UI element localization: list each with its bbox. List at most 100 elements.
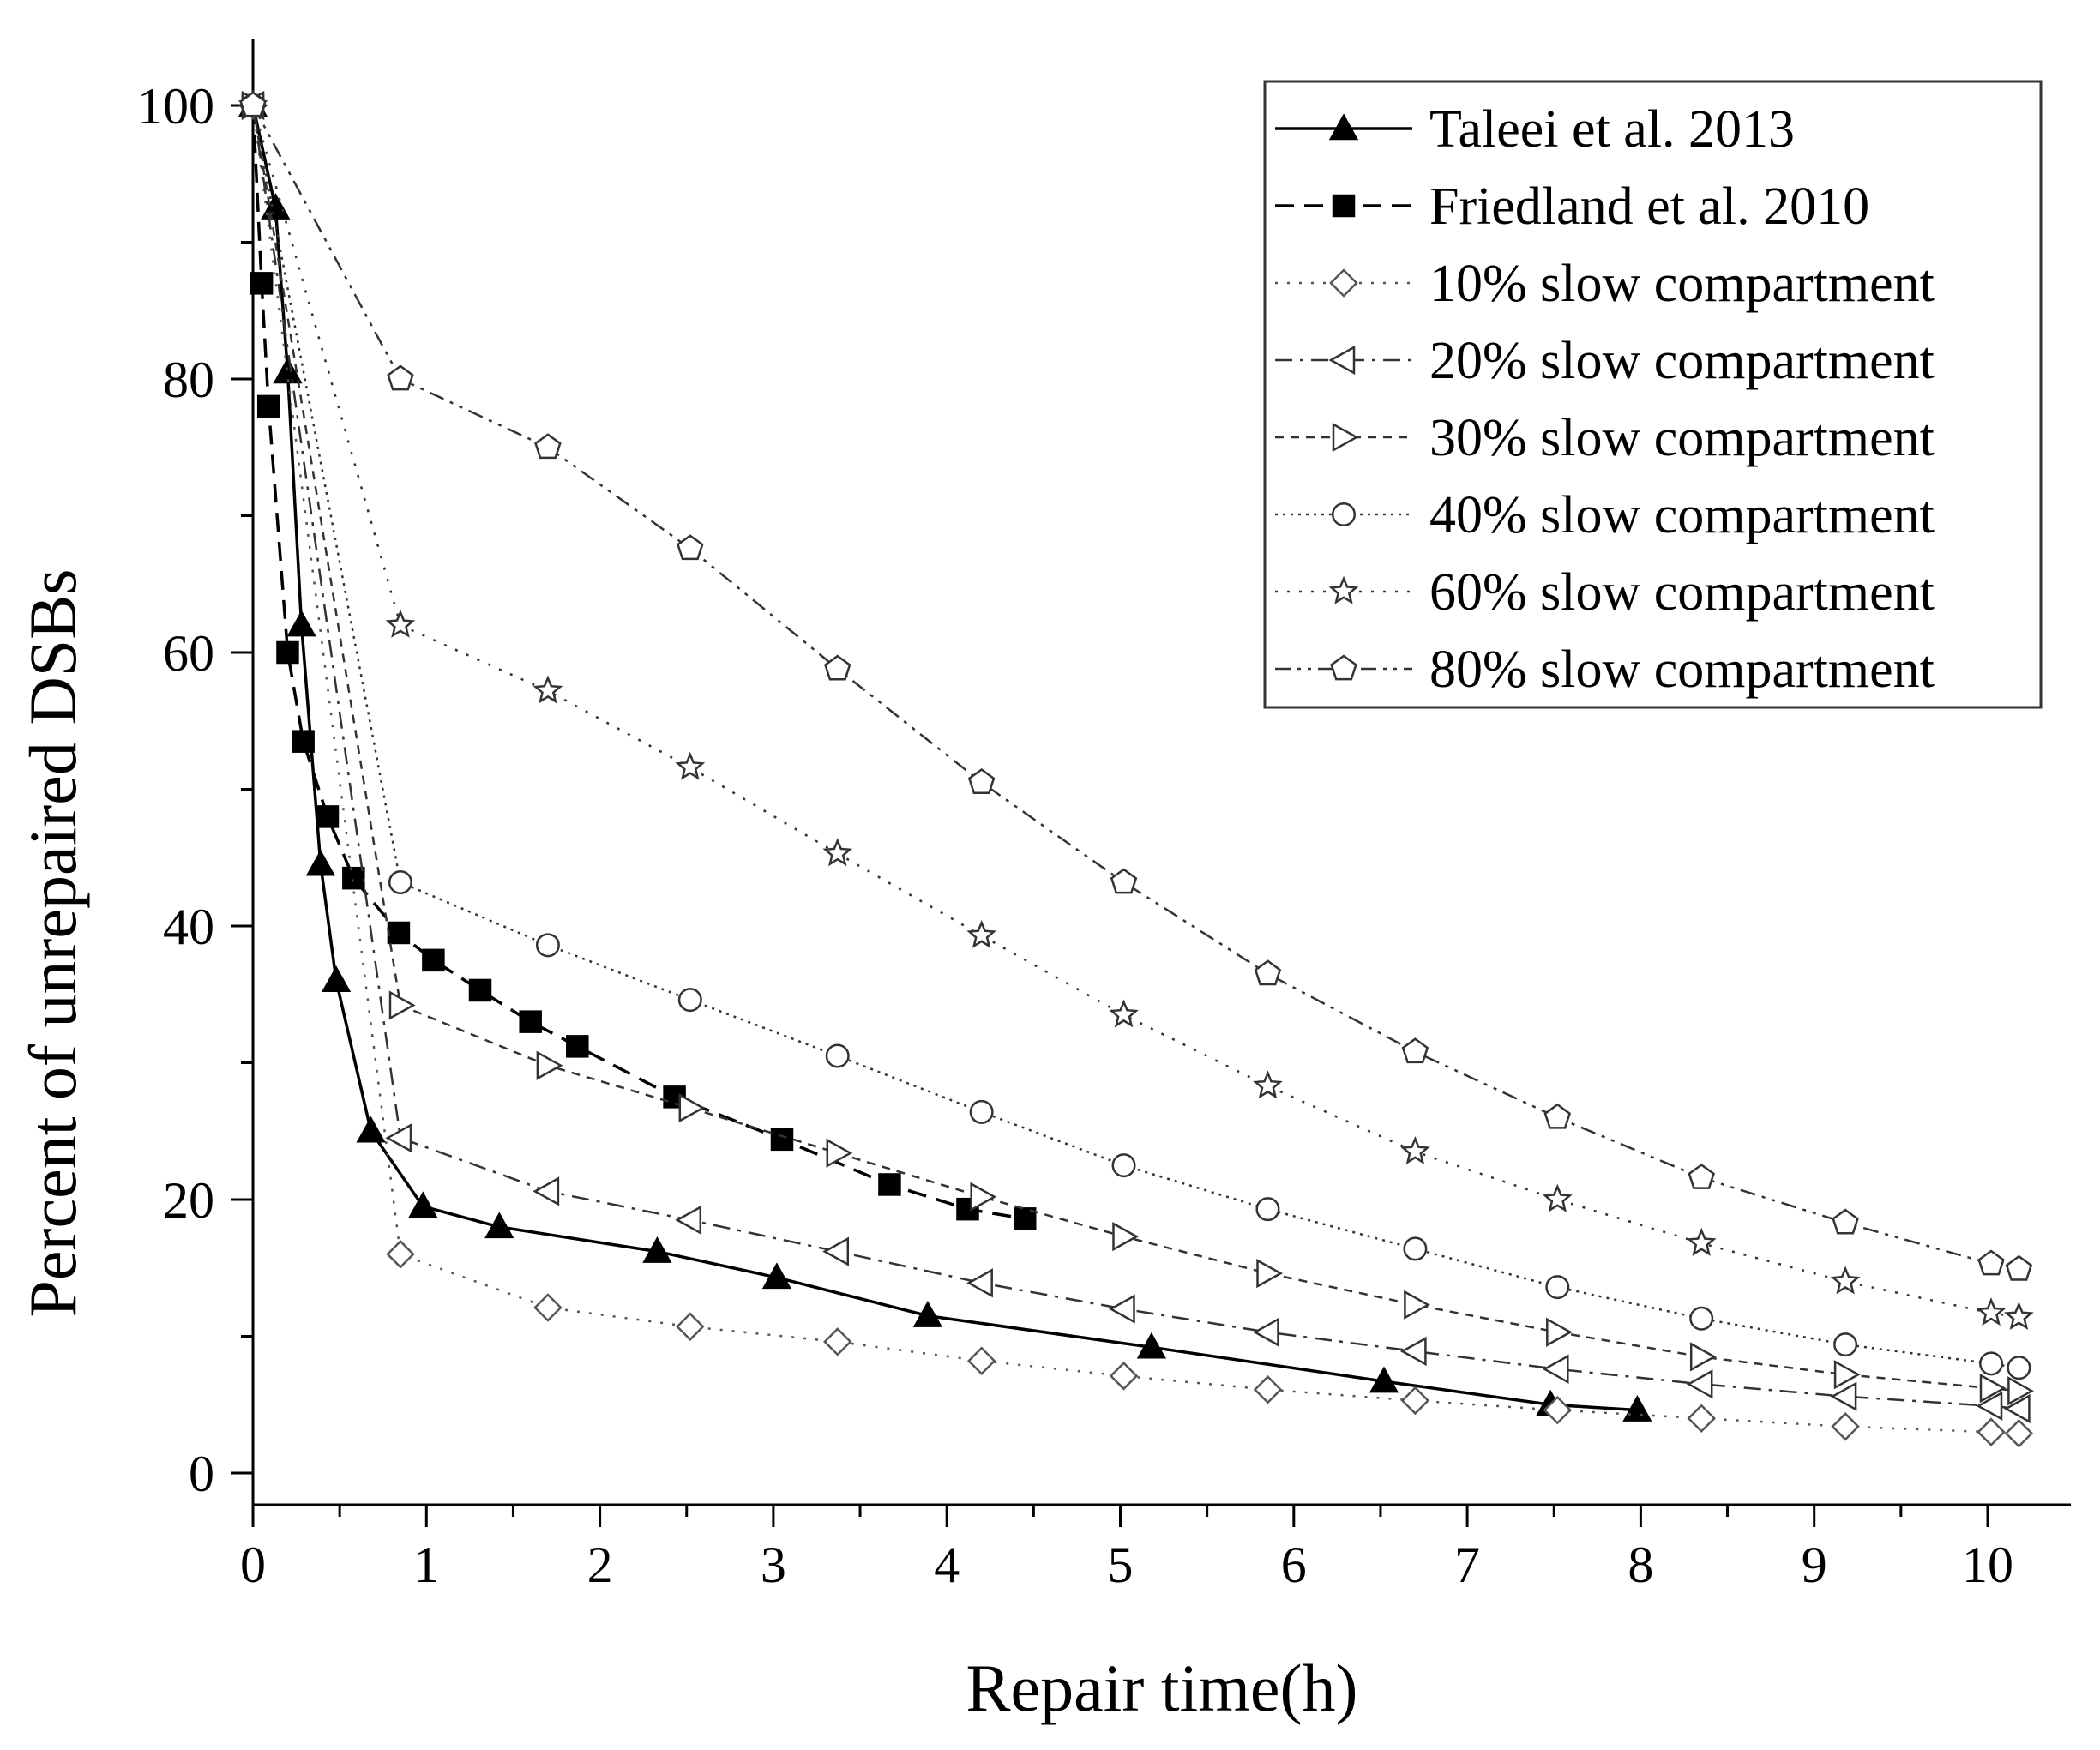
x-tick-label: 7: [1454, 1537, 1480, 1593]
data-point: [292, 730, 315, 753]
data-point: [1543, 1395, 1573, 1425]
series-3: [238, 91, 2034, 1448]
data-point: [1253, 1070, 1283, 1099]
series-line: [251, 105, 1638, 1412]
data-point: [408, 1191, 438, 1218]
data-point: [1369, 1366, 1399, 1393]
data-point: [1977, 1249, 2005, 1276]
data-point: [1830, 1266, 1861, 1295]
data-point: [824, 654, 851, 681]
legend-item: 40% slow compartment: [1275, 486, 1935, 544]
data-point: [822, 1236, 850, 1266]
data-point: [533, 1176, 560, 1206]
legend-marker: [1328, 113, 1359, 141]
data-point: [966, 1346, 996, 1375]
legend-marker: [1328, 345, 1356, 376]
data-point: [1977, 1417, 2006, 1446]
data-point: [484, 1212, 514, 1239]
data-point: [1832, 1208, 1859, 1235]
legend-label: Friedland et al. 2010: [1429, 177, 1869, 236]
series-line: [251, 105, 2019, 1392]
data-point: [2007, 1376, 2034, 1406]
data-point: [1255, 1197, 1280, 1222]
data-point: [770, 1128, 794, 1152]
data-point: [273, 357, 303, 384]
x-tick-label: 0: [240, 1537, 266, 1593]
data-point: [534, 433, 562, 460]
y-tick-label: 20: [163, 1172, 214, 1229]
data-point: [1688, 1163, 1715, 1189]
data-point: [1110, 868, 1138, 894]
data-point: [1256, 1258, 1284, 1289]
data-point: [468, 978, 492, 1002]
data-point: [1543, 1103, 1572, 1129]
series-line: [251, 105, 2019, 1319]
data-point: [1400, 1386, 1430, 1416]
data-point: [250, 272, 274, 295]
data-point: [2003, 1393, 2031, 1424]
data-point: [678, 1092, 706, 1123]
legend-marker: [1330, 654, 1357, 681]
legend-label: 60% slow compartment: [1429, 563, 1935, 622]
legend-item: 20% slow compartment: [1275, 332, 1935, 390]
data-point: [1687, 1404, 1716, 1433]
data-point: [1976, 1391, 2003, 1421]
legend-item: Taleei et al. 2013: [1275, 100, 1795, 159]
data-point: [1108, 1294, 1135, 1324]
data-point: [305, 849, 336, 876]
data-point: [1109, 1362, 1139, 1391]
data-point: [1686, 1369, 1713, 1399]
x-tick-label: 1: [413, 1537, 439, 1593]
x-tick-label: 2: [587, 1537, 613, 1593]
data-point: [1254, 959, 1282, 986]
data-point: [1252, 1317, 1279, 1347]
y-tick-label: 0: [189, 1446, 214, 1502]
data-point: [533, 675, 563, 704]
y-tick-label: 80: [163, 352, 214, 408]
data-point: [388, 869, 412, 894]
data-point: [519, 1010, 542, 1033]
data-point: [642, 1236, 672, 1263]
y-axis-title: Percent of unrepaired DSBs: [15, 569, 90, 1318]
data-point: [2007, 1356, 2031, 1380]
data-point: [1979, 1373, 2007, 1404]
data-point: [256, 394, 280, 418]
data-point: [1979, 1351, 2004, 1376]
data-point: [1689, 1306, 1714, 1331]
data-point: [1401, 1037, 1429, 1064]
series-line: [251, 105, 2019, 1434]
legend-label: Taleei et al. 2013: [1429, 100, 1795, 159]
data-point: [1112, 1221, 1140, 1252]
data-point: [321, 965, 352, 993]
data-point: [1833, 1360, 1861, 1390]
legend-label: 40% slow compartment: [1429, 486, 1935, 544]
series-4: [238, 90, 2031, 1424]
series-5: [241, 90, 2034, 1406]
legend-marker: [1332, 422, 1359, 453]
data-point: [823, 1327, 852, 1356]
data-point: [536, 1050, 563, 1080]
data-point: [826, 1138, 853, 1168]
legend: Taleei et al. 2013 Friedland et al. 2010 1…: [1263, 80, 2043, 709]
data-point: [1136, 1332, 1167, 1359]
data-point: [676, 1312, 705, 1342]
data-point: [675, 751, 706, 780]
legend-item: 30% slow compartment: [1275, 409, 1935, 467]
x-axis-title: Repair time(h): [966, 1651, 1358, 1725]
legend-label: 20% slow compartment: [1429, 332, 1935, 390]
data-point: [1111, 1153, 1136, 1178]
data-point: [1542, 1354, 1569, 1384]
data-point: [535, 933, 560, 958]
data-point: [386, 1240, 415, 1269]
data-point: [677, 988, 702, 1013]
y-tick-label: 40: [163, 899, 214, 955]
data-point: [1976, 1297, 2007, 1326]
data-point: [1833, 1332, 1858, 1357]
data-point: [878, 1173, 901, 1196]
data-point: [2004, 1418, 2034, 1448]
data-point: [533, 1293, 563, 1322]
data-point: [966, 919, 996, 948]
data-point: [387, 921, 411, 945]
